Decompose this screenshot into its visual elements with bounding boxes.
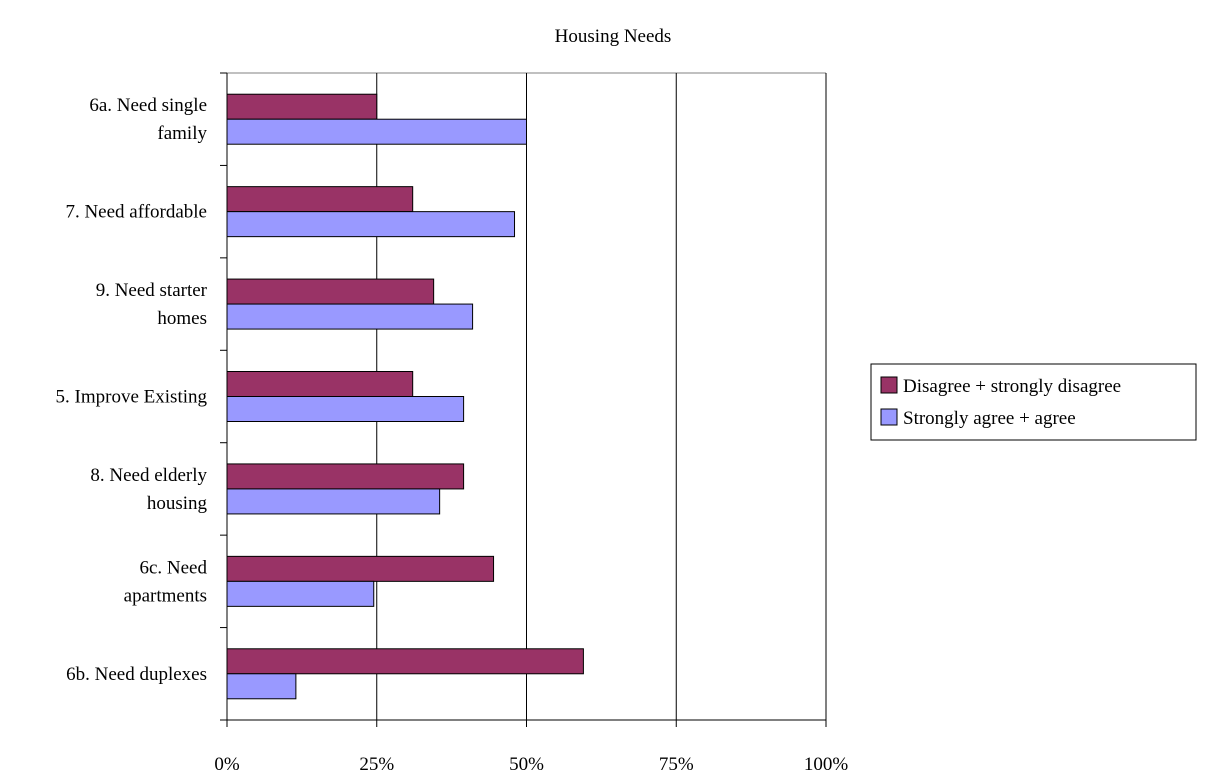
bar-agree-4	[226, 488, 441, 515]
chart-title: Housing Needs	[555, 26, 672, 47]
bar-disagree-5	[226, 555, 495, 582]
category-label-line: housing	[147, 493, 208, 514]
x-tick-labels: 0% 25% 50% 75% 100%	[214, 754, 848, 775]
category-label-line: 6c. Need	[139, 557, 207, 578]
grid-layer	[227, 72, 827, 720]
category-labels: 6a. Need single family 7. Need affordable 9…	[56, 95, 208, 685]
category-label-line: 5. Improve Existing	[56, 387, 208, 408]
bar-disagree-0	[226, 93, 378, 120]
x-tick-label-3: 75%	[659, 754, 694, 775]
axes-layer	[220, 72, 827, 727]
category-label-line: 6a. Need single	[89, 95, 207, 116]
category-label-6: 6b. Need duplexes	[66, 664, 207, 685]
legend-label-1: Strongly agree + agree	[903, 408, 1076, 429]
bars-layer	[226, 93, 584, 700]
category-label-3: 5. Improve Existing	[56, 387, 208, 408]
bar-disagree-2	[226, 278, 435, 305]
category-label-line: 6b. Need duplexes	[66, 664, 207, 685]
category-label-5: 6c. Need apartments	[124, 557, 208, 606]
legend-box	[870, 363, 1197, 441]
legend-swatch-0	[880, 376, 898, 394]
bar-agree-5	[226, 580, 375, 607]
bar-agree-2	[226, 303, 474, 330]
x-tick-label-2: 50%	[509, 754, 544, 775]
bar-disagree-4	[226, 463, 465, 490]
legend-label-0: Disagree + strongly disagree	[903, 376, 1121, 397]
x-tick-label-4: 100%	[804, 754, 849, 775]
category-label-line: 7. Need affordable	[65, 202, 207, 223]
x-tick-label-1: 25%	[359, 754, 394, 775]
bar-agree-0	[226, 118, 527, 145]
category-label-line: apartments	[124, 585, 207, 606]
category-label-2: 9. Need starter homes	[96, 280, 208, 329]
x-tick-label-0: 0%	[214, 754, 240, 775]
bar-disagree-3	[226, 371, 414, 397]
category-label-line: family	[157, 123, 207, 144]
legend-swatch-1	[880, 408, 898, 426]
bar-disagree-1	[226, 186, 414, 213]
category-label-4: 8. Need elderly housing	[90, 465, 207, 514]
bar-agree-1	[226, 211, 516, 238]
bar-agree-3	[226, 396, 465, 422]
category-label-line: homes	[157, 308, 207, 329]
category-label-1: 7. Need affordable	[65, 202, 207, 223]
legend: Disagree + strongly disagree Strongly agr…	[870, 363, 1197, 441]
bar-disagree-6	[226, 648, 584, 675]
category-label-line: 8. Need elderly	[90, 465, 207, 486]
bar-agree-6	[226, 673, 297, 700]
category-label-0: 6a. Need single family	[89, 95, 207, 144]
category-label-line: 9. Need starter	[96, 280, 208, 301]
